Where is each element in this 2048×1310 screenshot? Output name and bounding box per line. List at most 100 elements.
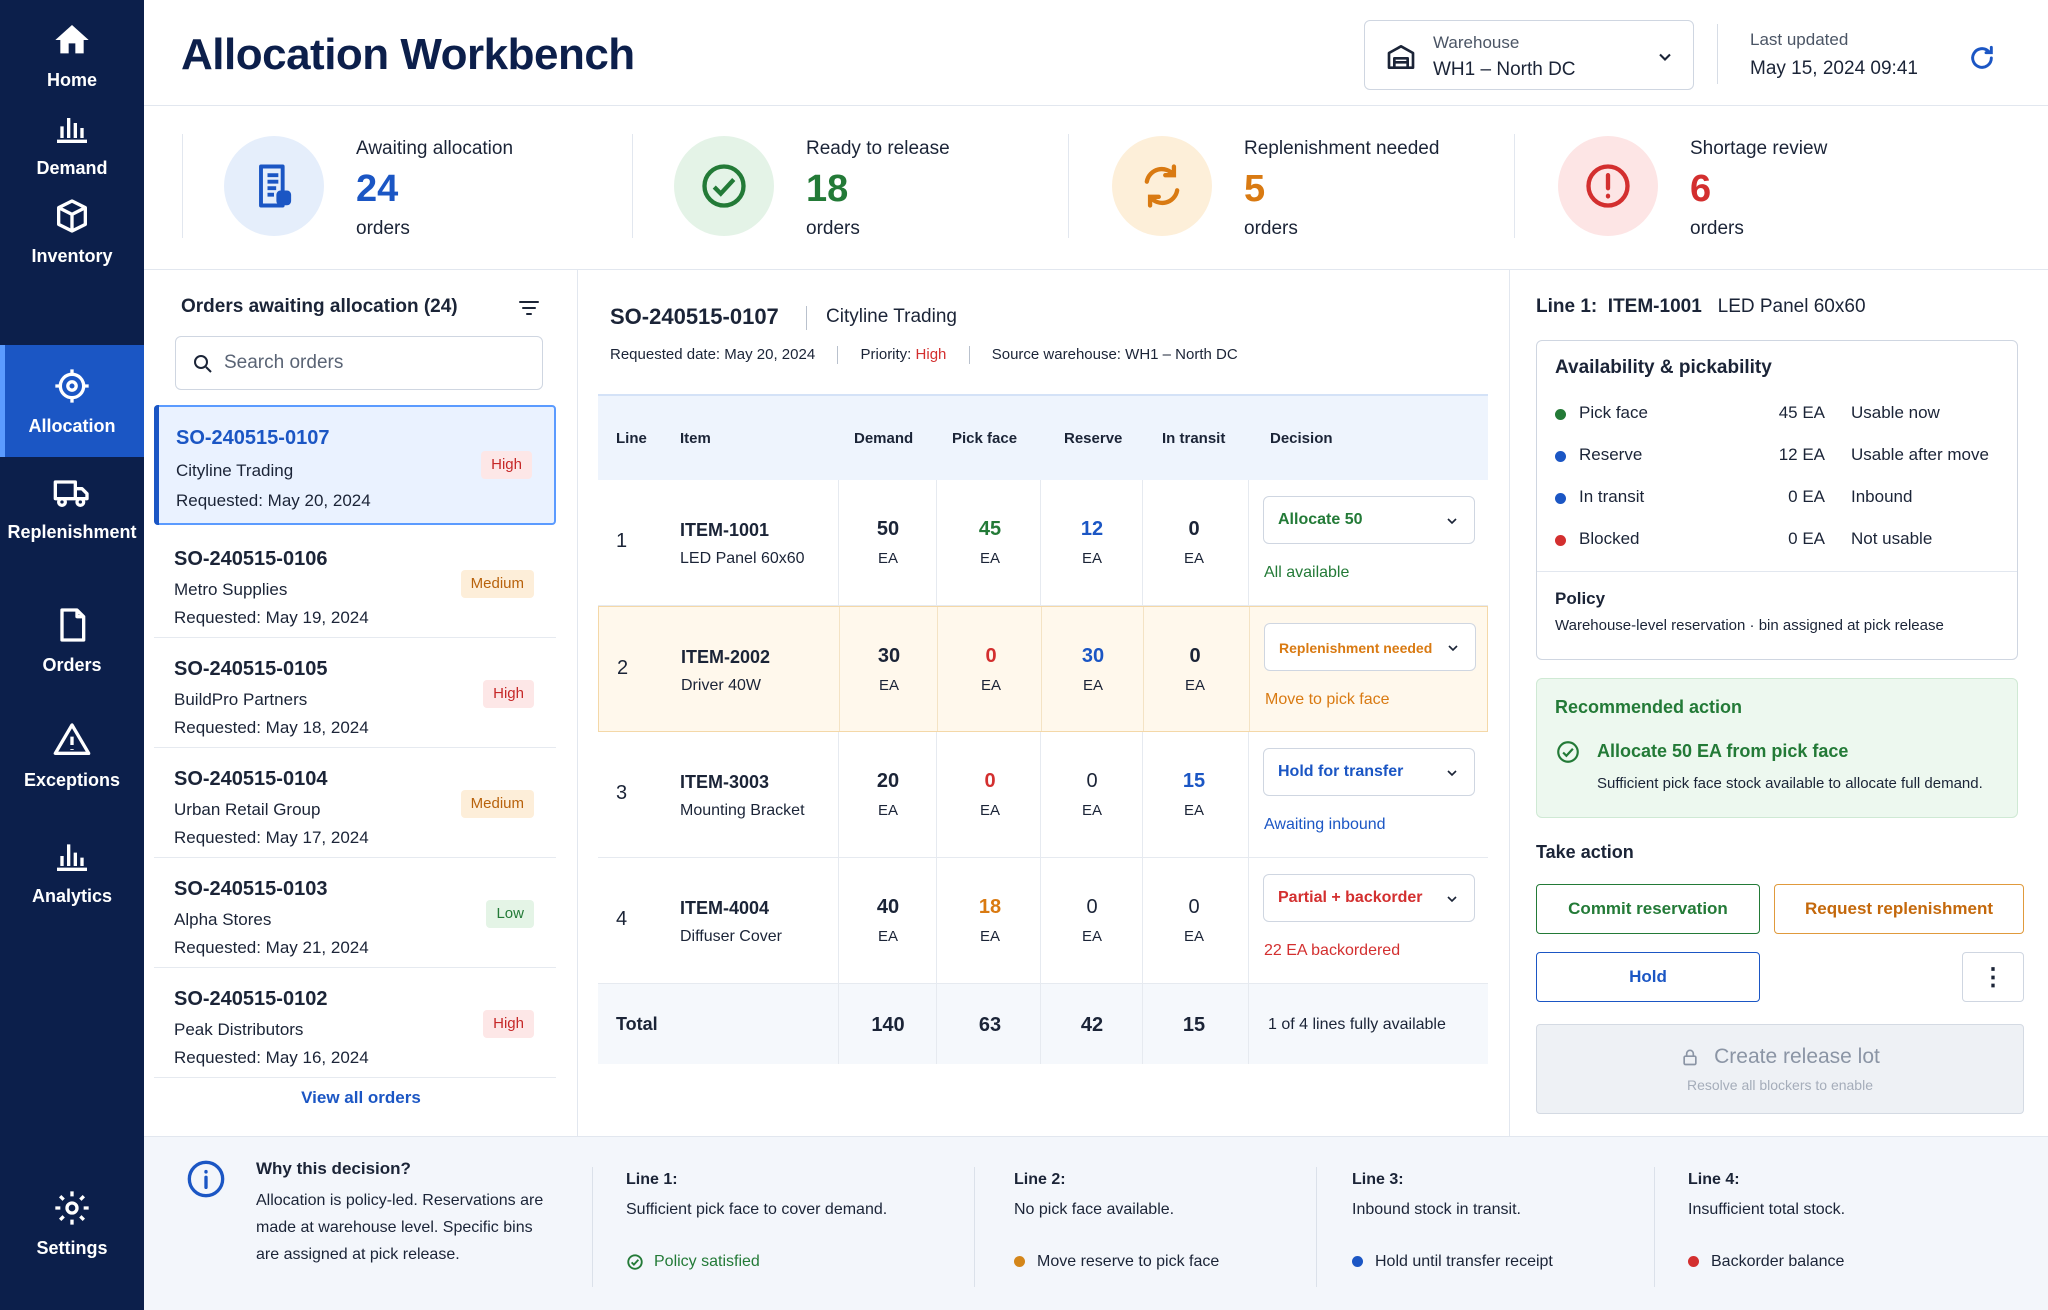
decision-value: Hold for transfer: [1278, 763, 1404, 780]
why-text: Allocation is policy-led. Reservations a…: [256, 1192, 544, 1263]
availability-card: Availability & pickability Pick face 45 …: [1536, 340, 2018, 660]
pick-face-qty: 0: [985, 645, 997, 667]
availability-qty: 0 EA: [1788, 487, 1825, 506]
reserve-qty: 0: [1086, 770, 1098, 792]
nav-item-settings[interactable]: Settings: [0, 1168, 144, 1278]
in-transit-qty: 0: [1188, 896, 1200, 918]
cell-divider: [1040, 480, 1041, 605]
nav-label: Home: [46, 69, 97, 90]
divider: [592, 1167, 593, 1287]
pick-face-qty: 0: [984, 770, 996, 792]
kpi-ready-to-release[interactable]: Ready to release 18 orders: [632, 106, 1072, 270]
total-pick-face: 63: [978, 1014, 1002, 1036]
order-list-item[interactable]: SO-240515-0107 Cityline Trading Requeste…: [154, 405, 556, 525]
order-customer: Peak Distributors: [174, 1020, 304, 1039]
decision-note: All available: [1264, 564, 1350, 581]
nav-item-orders[interactable]: Orders: [0, 585, 144, 695]
line-number: 4: [616, 908, 628, 930]
nav-item-allocation[interactable]: Allocation: [0, 345, 144, 457]
line-reason: Line 3: Inbound stock in transit. Hold u…: [1316, 1137, 1656, 1310]
decision-value: Replenishment needed: [1279, 640, 1433, 656]
box-icon: [57, 198, 88, 233]
decision-select[interactable]: Hold for transfer: [1263, 748, 1475, 796]
column-header: Reserve: [1064, 430, 1123, 447]
commit-reservation-button[interactable]: Commit reservation: [1536, 884, 1760, 934]
nav-item-inventory[interactable]: Inventory: [0, 176, 144, 286]
document-list-icon: [259, 164, 292, 208]
item-id: ITEM-1001: [680, 520, 770, 540]
order-list-item[interactable]: SO-240515-0105 BuildPro Partners Request…: [154, 638, 556, 748]
refresh-icon[interactable]: [1966, 42, 1998, 74]
order-requested: Requested: May 18, 2024: [174, 718, 369, 737]
status-dot: [1352, 1256, 1363, 1268]
order-id: SO-240515-0103: [174, 878, 328, 900]
nav-item-demand[interactable]: Demand: [0, 88, 144, 198]
cell-divider: [1040, 984, 1041, 1064]
availability-title: Availability & pickability: [1555, 357, 1772, 378]
more-options-button[interactable]: ⋮: [1962, 952, 2024, 1002]
nav-item-replenishment[interactable]: Replenishment: [0, 452, 144, 562]
top-header: Allocation Workbench Warehouse WH1 – Nor…: [144, 0, 2048, 106]
order-list-item[interactable]: SO-240515-0102 Peak Distributors Request…: [154, 968, 556, 1078]
search-input[interactable]: [224, 337, 534, 389]
kpi-divider: [1068, 134, 1069, 238]
priority-badge: High: [481, 451, 532, 479]
order-list-item[interactable]: SO-240515-0103 Alpha Stores Requested: M…: [154, 858, 556, 968]
line-reason-status: Move reserve to pick face: [1014, 1253, 1219, 1271]
line-detail-heading: Line 1: ITEM-1001 LED Panel 60x60: [1536, 296, 1866, 318]
reserve-qty: 30: [1081, 645, 1105, 667]
item-name: Diffuser Cover: [680, 928, 782, 945]
availability-row: Pick face 45 EA Usable now: [1555, 403, 2005, 429]
decision-select[interactable]: Replenishment needed: [1264, 623, 1476, 671]
order-customer: Urban Retail Group: [174, 800, 321, 819]
item-name: LED Panel 60x60: [680, 550, 805, 567]
status-dot: [1555, 451, 1566, 462]
table-row[interactable]: 1 ITEM-1001 LED Panel 60x60 50 EA 45 EA …: [598, 480, 1488, 606]
order-list-item[interactable]: SO-240515-0104 Urban Retail Group Reques…: [154, 748, 556, 858]
warehouse-select[interactable]: Warehouse WH1 – North DC: [1364, 20, 1694, 90]
line-reason-status-text: Backorder balance: [1711, 1253, 1845, 1270]
create-release-lot-button[interactable]: Create release lot Resolve all blockers …: [1536, 1024, 2024, 1114]
kpi-unit: orders: [356, 218, 410, 239]
cell-divider: [936, 858, 937, 983]
line-reason: Line 4: Insufficient total stock. Backor…: [1654, 1137, 2034, 1310]
kpi-label: Ready to release: [806, 138, 950, 159]
hold-button[interactable]: Hold: [1536, 952, 1760, 1002]
kpi-icon-circle: [1558, 136, 1658, 236]
nav-label: Demand: [36, 157, 108, 178]
nav-item-home[interactable]: Home: [0, 0, 144, 110]
cell-divider: [1040, 732, 1041, 857]
table-row[interactable]: 2 ITEM-2002 Driver 40W 30 EA 0 EA 30 EA …: [598, 606, 1488, 732]
unit-label: EA: [979, 550, 1000, 567]
in-transit-qty: 0: [1189, 645, 1201, 667]
nav-item-analytics[interactable]: Analytics: [0, 816, 144, 926]
order-customer: BuildPro Partners: [174, 690, 308, 709]
cell-divider: [1143, 607, 1144, 731]
recommended-action: Allocate 50 EA from pick face: [1597, 741, 1849, 761]
nav-item-exceptions[interactable]: Exceptions: [0, 700, 144, 810]
cell-divider: [1142, 480, 1143, 605]
line-reason: Line 2: No pick face available. Move res…: [974, 1137, 1314, 1310]
kpi-awaiting-allocation[interactable]: Awaiting allocation 24 orders: [182, 106, 622, 270]
table-row[interactable]: 4 ITEM-4004 Diffuser Cover 40 EA 18 EA 0…: [598, 858, 1488, 984]
divider: [1537, 571, 2017, 572]
kpi-shortage-review[interactable]: Shortage review 6 orders: [1516, 106, 1956, 270]
chevron-down-icon: [1447, 770, 1457, 777]
order-list-item[interactable]: SO-240515-0106 Metro Supplies Requested:…: [154, 528, 556, 638]
filter-icon[interactable]: [516, 296, 542, 320]
table-row[interactable]: 3 ITEM-3003 Mounting Bracket 20 EA 0 EA …: [598, 732, 1488, 858]
view-all-orders-link[interactable]: View all orders: [301, 1088, 421, 1107]
take-action-title: Take action: [1536, 842, 1634, 862]
line-reason-title: Line 3:: [1352, 1171, 1404, 1188]
order-id: SO-240515-0102: [174, 988, 328, 1010]
request-replenishment-button[interactable]: Request replenishment: [1774, 884, 2024, 934]
decision-select[interactable]: Partial + backorder: [1263, 874, 1475, 922]
unit-label: EA: [1082, 677, 1103, 694]
cell-divider: [1248, 858, 1249, 983]
recommended-title: Recommended action: [1555, 697, 1743, 717]
decision-select[interactable]: Allocate 50: [1263, 496, 1475, 544]
total-note: 1 of 4 lines fully available: [1268, 1016, 1446, 1033]
order-detail-customer: Cityline Trading: [826, 306, 957, 327]
kpi-replenishment-needed[interactable]: Replenishment needed 5 orders: [1070, 106, 1510, 270]
total-demand: 140: [871, 1014, 905, 1036]
